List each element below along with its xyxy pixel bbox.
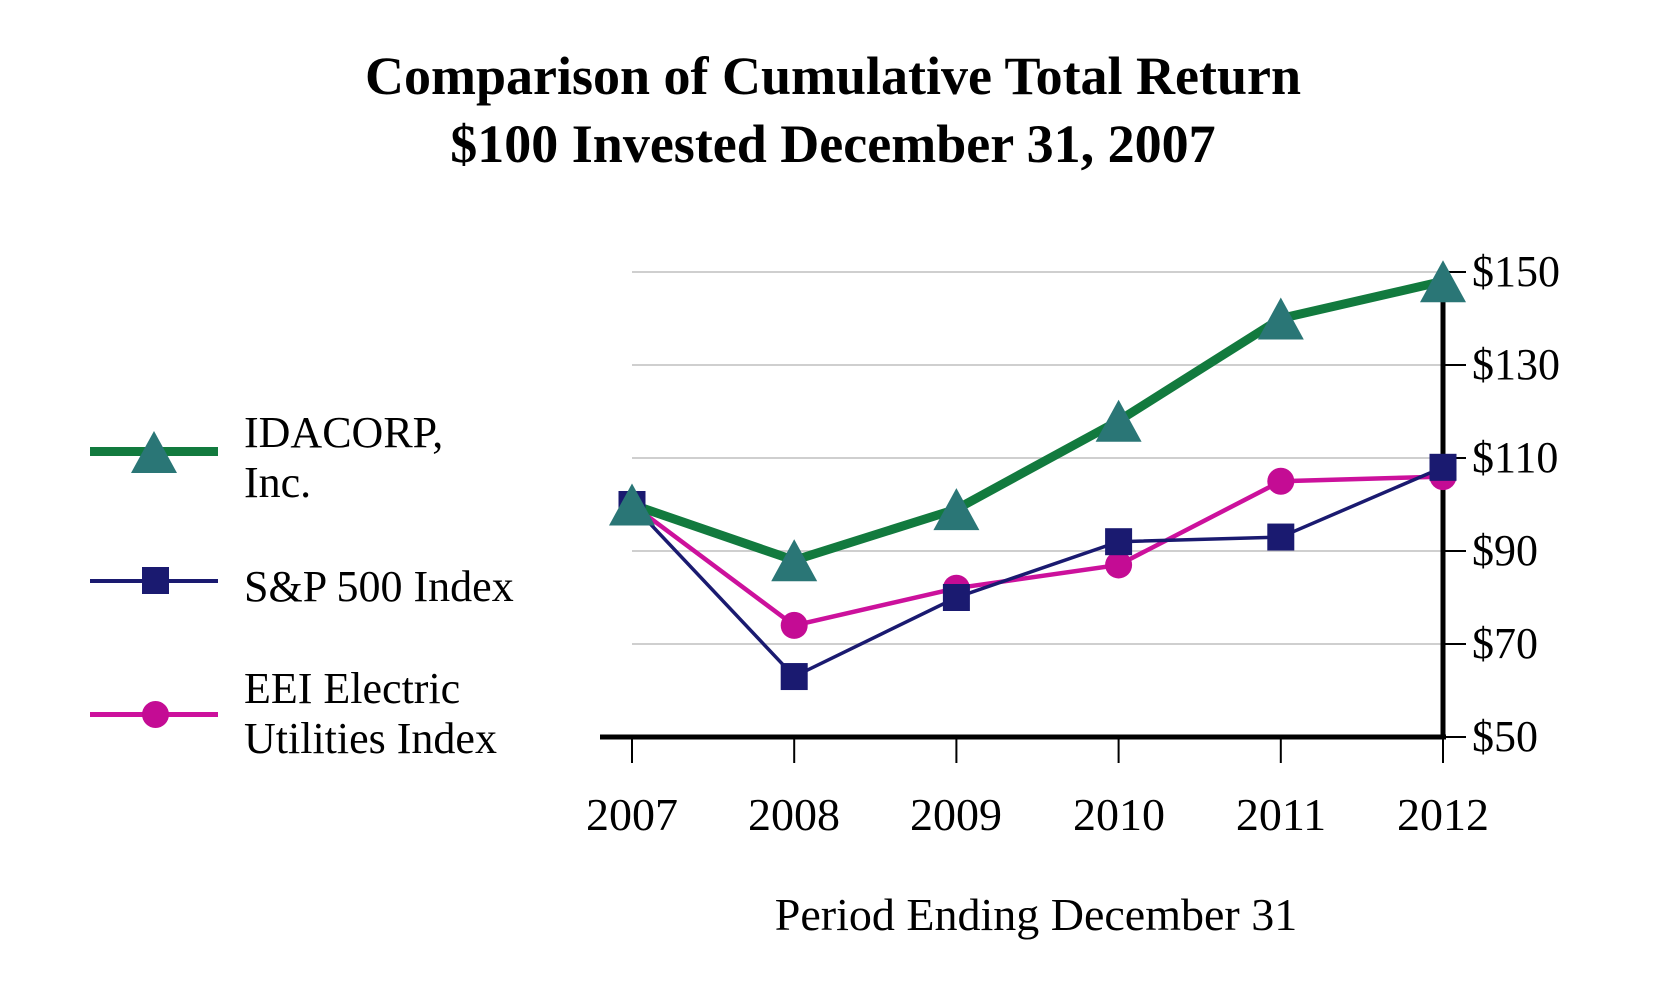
square-marker — [780, 663, 808, 691]
legend-label-idacorp-line2: Inc. — [244, 458, 312, 507]
x-tick-label-2008: 2008 — [748, 789, 840, 840]
square-marker — [1429, 453, 1457, 481]
circle-marker-icon — [142, 701, 169, 728]
x-tick-label-2007: 2007 — [586, 789, 678, 840]
chart-title: Comparison of Cumulative Total Return $1… — [0, 42, 1666, 178]
x-axis-title: Period Ending December 31 — [774, 889, 1298, 940]
chart-title-line1: Comparison of Cumulative Total Return — [364, 46, 1302, 106]
triangle-marker-icon — [131, 431, 177, 473]
legend-label-idacorp: IDACORP, Inc. — [244, 408, 443, 508]
legend-label-eei-line1: EEI Electric — [244, 664, 461, 713]
triangle-marker — [771, 539, 818, 582]
circle-marker — [780, 611, 808, 639]
triangle-marker — [933, 488, 980, 531]
y-tick-label-110: $110 — [1472, 433, 1559, 482]
y-tick-label-90: $90 — [1472, 526, 1538, 575]
triangle-marker — [1257, 297, 1304, 340]
x-tick-label-2010: 2010 — [1073, 789, 1165, 840]
y-tick-label-50: $50 — [1472, 712, 1538, 761]
square-marker-icon — [142, 567, 169, 594]
x-tick-label-2011: 2011 — [1235, 789, 1327, 840]
y-tick-label-130: $130 — [1472, 340, 1560, 389]
x-tick-label-2009: 2009 — [910, 789, 1002, 840]
legend-label-idacorp-line1: IDACORP, — [244, 408, 444, 457]
triangle-marker — [1095, 399, 1142, 442]
legend-label-eei: EEI Electric Utilities Index — [244, 664, 497, 764]
series-line-square — [630, 465, 1444, 679]
chart-title-line2: $100 Invested December 31, 2007 — [450, 114, 1216, 174]
triangle-marker — [1420, 260, 1466, 303]
square-marker — [1105, 528, 1133, 556]
y-tick-label-70: $70 — [1472, 619, 1538, 668]
legend-label-sp500: S&P 500 Index — [244, 562, 514, 611]
square-marker — [942, 584, 970, 611]
series-line-triangle — [630, 276, 1445, 566]
x-tick-label-2012: 2012 — [1397, 789, 1489, 840]
circle-marker — [1105, 551, 1133, 579]
series-line-circle — [630, 474, 1444, 628]
y-tick-label-150: $150 — [1472, 247, 1560, 296]
square-marker — [1267, 523, 1295, 551]
legend-label-eei-line2: Utilities Index — [244, 714, 497, 763]
triangle-marker — [609, 483, 655, 526]
circle-marker — [1267, 467, 1295, 495]
